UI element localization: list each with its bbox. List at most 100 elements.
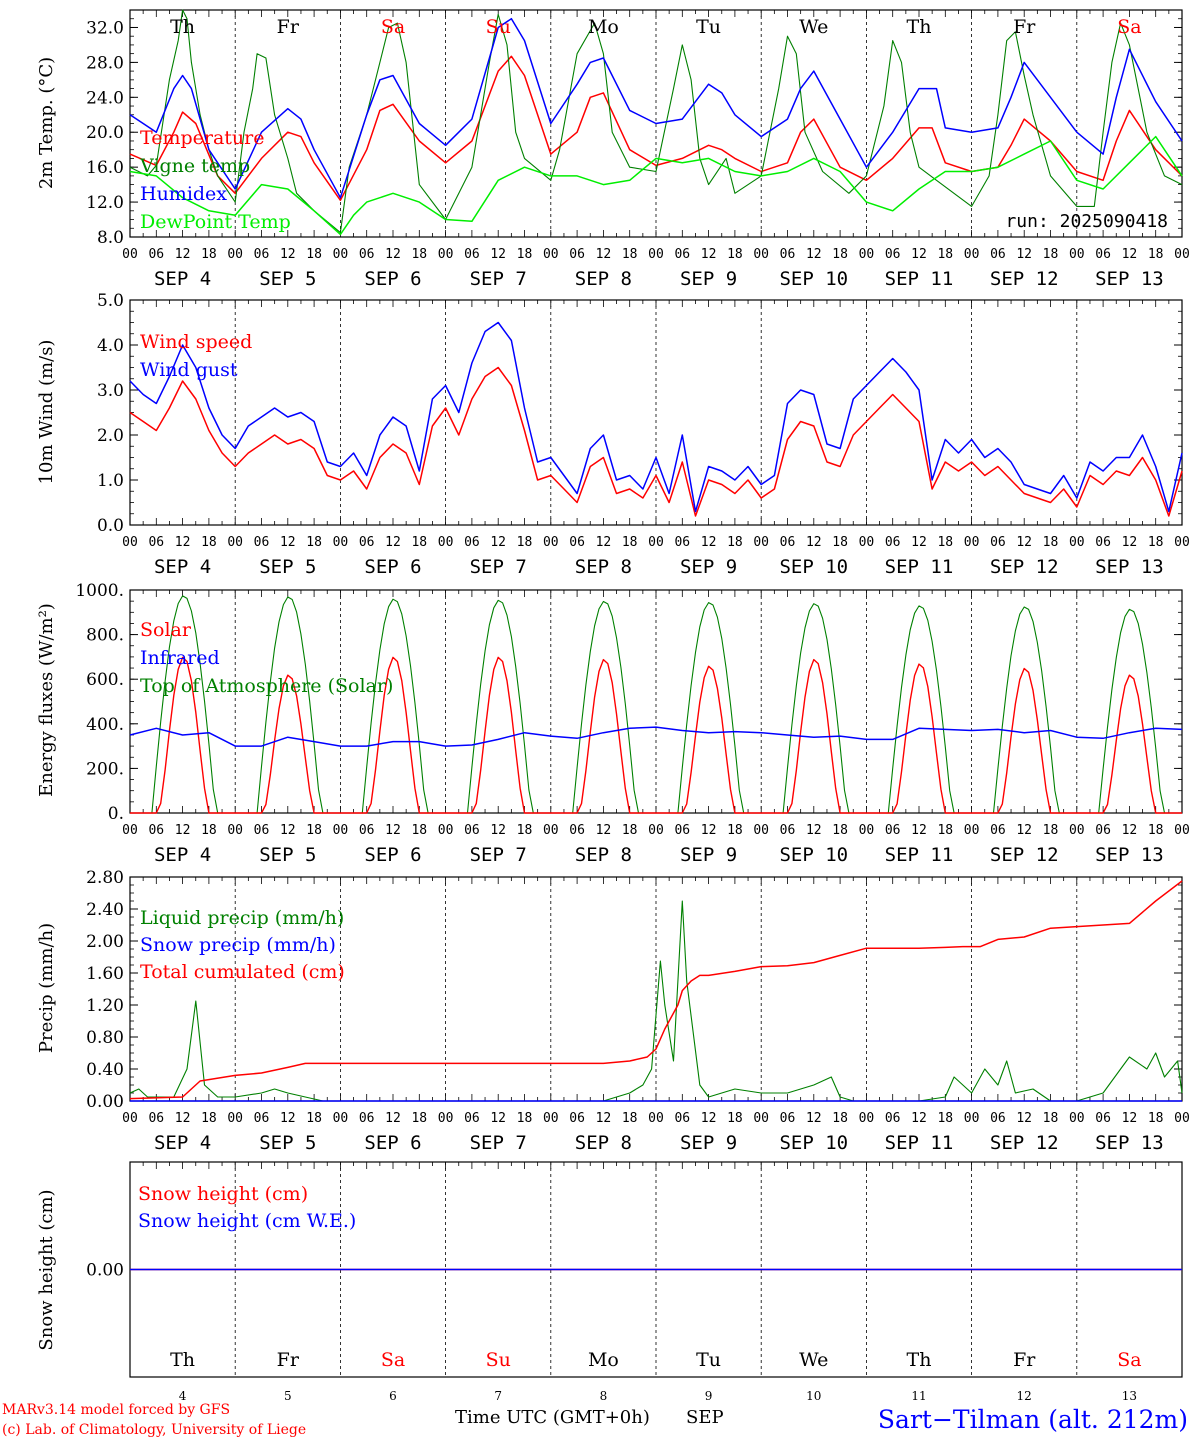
hour-tick-label: 12 [806, 535, 822, 550]
hour-tick-label: 00 [648, 1111, 664, 1126]
y-tick-label: 8.0 [97, 228, 124, 248]
hour-tick-label: 06 [1095, 823, 1111, 838]
day-name: Tu [696, 1349, 721, 1371]
series-line-wind-speed [129, 366, 1183, 517]
hour-tick-label: 06 [569, 823, 585, 838]
y-axis-label: Energy fluxes (W/m²) [36, 603, 57, 797]
series-line-infrared [129, 726, 1183, 747]
day-name: Sa [381, 1349, 405, 1371]
y-tick-label: 1000. [75, 581, 124, 601]
hour-tick-label: 18 [201, 247, 217, 262]
y-axis-label: 10m Wind (m/s) [36, 340, 57, 485]
credit-line-2: (c) Lab. of Climatology, University of L… [2, 1422, 306, 1438]
legend-entry: Snow height (cm W.E.) [138, 1210, 356, 1232]
day-name: Th [170, 1349, 195, 1371]
hour-tick-label: 00 [753, 823, 769, 838]
hour-tick-label: 00 [543, 535, 559, 550]
hour-tick-label: 00 [333, 535, 349, 550]
hour-tick-label: 18 [517, 535, 533, 550]
hour-tick-label: 00 [753, 535, 769, 550]
date-label: SEP 4 [154, 268, 211, 290]
date-label: SEP 13 [1095, 268, 1164, 290]
hour-tick-label: 00 [227, 247, 243, 262]
hour-tick-label: 18 [832, 535, 848, 550]
hour-tick-label: 18 [937, 535, 953, 550]
hour-tick-label: 00 [648, 535, 664, 550]
hour-tick-label: 06 [464, 247, 480, 262]
date-label: SEP 10 [779, 556, 848, 578]
date-label: SEP 9 [680, 844, 737, 866]
date-label: SEP 13 [1095, 1132, 1164, 1154]
hour-tick-label: 00 [438, 535, 454, 550]
hour-tick-label: 00 [964, 823, 980, 838]
hour-tick-label: 06 [1095, 247, 1111, 262]
credit-line-1: MARv3.14 model forced by GFS [2, 1402, 230, 1418]
y-tick-label: 400. [86, 715, 124, 735]
date-label: SEP 11 [885, 1132, 954, 1154]
hour-tick-label: 18 [1043, 535, 1059, 550]
day-name: Sa [1117, 16, 1141, 38]
hour-tick-label: 12 [701, 247, 717, 262]
day-name: We [799, 16, 828, 38]
legend-entry: Liquid precip (mm/h) [140, 907, 344, 929]
y-axis-label: Precip (mm/h) [36, 923, 57, 1053]
hour-tick-label: 06 [1095, 1111, 1111, 1126]
hour-tick-label: 12 [911, 535, 927, 550]
y-tick-label: 2.0 [97, 426, 124, 446]
hour-tick-label: 00 [1069, 247, 1085, 262]
date-label: SEP 12 [990, 268, 1059, 290]
date-label: SEP 4 [154, 1132, 211, 1154]
hour-tick-label: 18 [306, 823, 322, 838]
hour-tick-label: 12 [385, 247, 401, 262]
hour-tick-label: 00 [333, 247, 349, 262]
hour-tick-label: 12 [280, 823, 296, 838]
hour-tick-label: 00 [122, 1111, 138, 1126]
date-label: SEP 11 [885, 268, 954, 290]
hour-tick-label: 06 [780, 1111, 796, 1126]
day-name: Sa [381, 16, 405, 38]
day-name: Tu [696, 16, 721, 38]
hour-tick-label: 12 [175, 535, 191, 550]
day-number: 11 [911, 1389, 926, 1403]
hour-tick-label: 06 [885, 823, 901, 838]
date-label: SEP 12 [990, 556, 1059, 578]
hour-tick-label: 12 [490, 1111, 506, 1126]
date-label: SEP 10 [779, 844, 848, 866]
hour-tick-label: 06 [464, 1111, 480, 1126]
hour-tick-label: 06 [359, 1111, 375, 1126]
day-name: Su [486, 16, 511, 38]
hour-tick-label: 12 [175, 247, 191, 262]
date-label: SEP 11 [885, 844, 954, 866]
y-tick-label: 2.40 [86, 900, 124, 920]
hour-tick-label: 06 [359, 247, 375, 262]
series-line-solar [130, 656, 1182, 814]
hour-tick-label: 12 [1122, 823, 1138, 838]
y-tick-label: 800. [86, 626, 124, 646]
hour-tick-label: 06 [990, 823, 1006, 838]
hour-tick-label: 12 [806, 1111, 822, 1126]
day-name: Mo [588, 16, 619, 38]
date-label: SEP 4 [154, 556, 211, 578]
hour-tick-label: 12 [911, 1111, 927, 1126]
hour-tick-label: 00 [227, 823, 243, 838]
date-label: SEP 10 [779, 1132, 848, 1154]
date-label: SEP 6 [364, 268, 421, 290]
y-tick-label: 5.0 [97, 291, 124, 311]
hour-tick-label: 12 [1122, 247, 1138, 262]
hour-tick-label: 06 [254, 247, 270, 262]
hour-tick-label: 12 [1122, 535, 1138, 550]
day-name: Sa [1117, 1349, 1141, 1371]
hour-tick-label: 18 [622, 247, 638, 262]
y-tick-label: 2.00 [86, 932, 124, 952]
hour-tick-label: 18 [937, 1111, 953, 1126]
hour-tick-label: 12 [701, 535, 717, 550]
hour-tick-label: 06 [569, 247, 585, 262]
hour-tick-label: 06 [1095, 535, 1111, 550]
series-line-temperature [129, 55, 1183, 202]
hour-tick-label: 18 [1148, 535, 1164, 550]
hour-tick-label: 00 [859, 823, 875, 838]
date-label: SEP 9 [680, 1132, 737, 1154]
hour-tick-label: 12 [385, 1111, 401, 1126]
hour-tick-label: 06 [990, 247, 1006, 262]
hour-tick-label: 18 [1148, 247, 1164, 262]
